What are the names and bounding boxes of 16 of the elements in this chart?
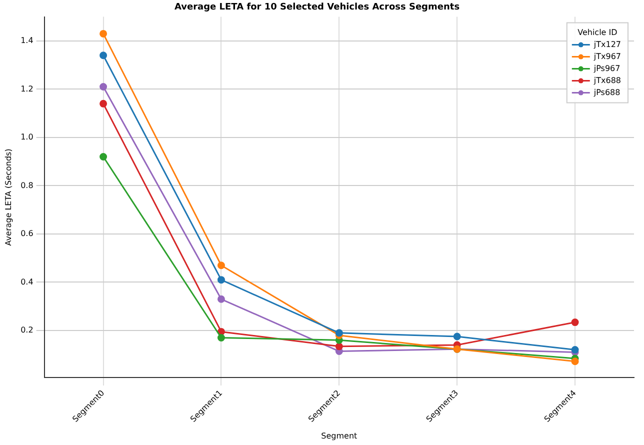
y-tick-label: 1.0 [20,132,34,142]
legend-label: jTx688 [592,76,622,85]
chart-title: Average LETA for 10 Selected Vehicles Across Segments [174,2,460,13]
y-tick-label: 1.2 [20,84,34,94]
y-tick-label: 0.2 [20,326,34,335]
legend-label: jTx127 [592,40,622,49]
y-tick-label: 0.4 [20,277,34,286]
y-tick-label: 0.6 [20,229,34,238]
legend-label: jTx967 [592,52,622,61]
y-axis-title: Average LETA (Seconds) [4,148,13,246]
legend-label: jPs688 [592,88,620,97]
legend-title: Vehicle ID [578,28,618,37]
x-axis-title: Segment [321,431,358,440]
y-tick-label: 0.8 [20,180,34,190]
y-tick-label: 1.4 [20,36,34,46]
legend-label: jPs967 [592,64,620,73]
